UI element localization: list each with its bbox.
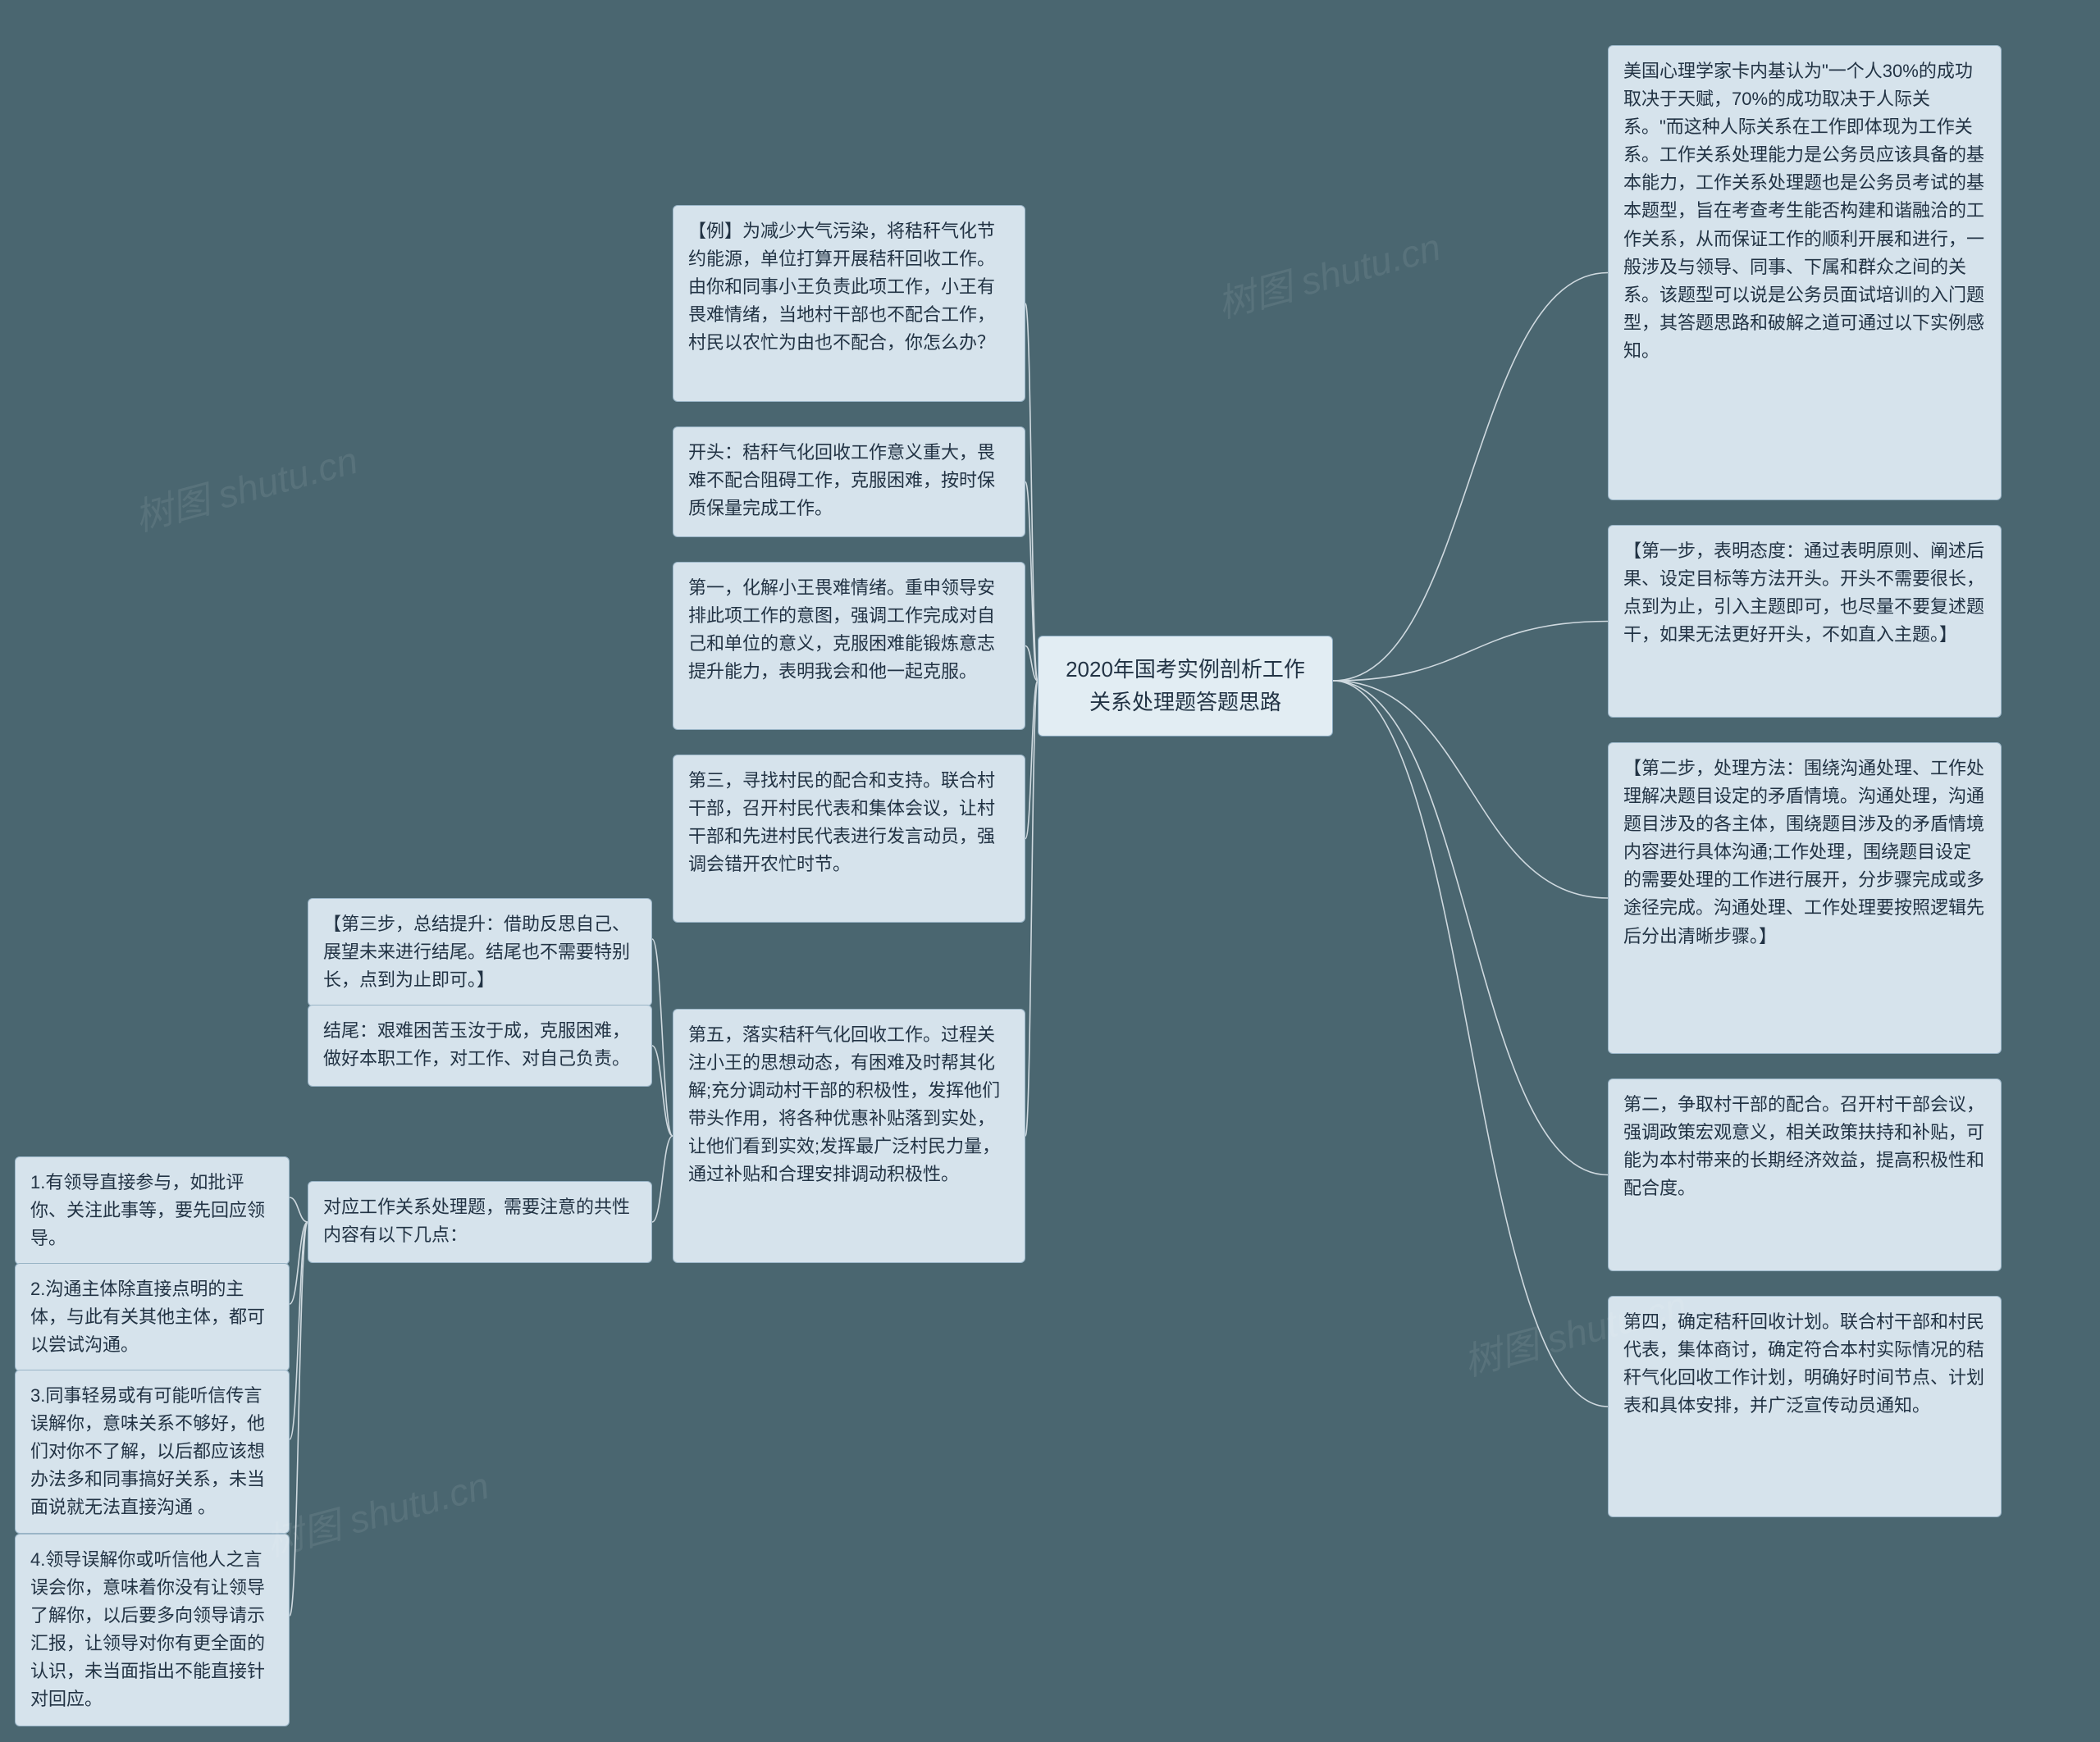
- edge: [1025, 681, 1038, 839]
- edge: [1333, 273, 1608, 682]
- edge: [1333, 681, 1608, 898]
- edge: [290, 1197, 308, 1222]
- watermark: 树图 shutu.cn: [1211, 217, 1445, 329]
- node-text: 【例】为减少大气污染，将秸秆气化节约能源，单位打算开展秸秆回收工作。由你和同事小…: [688, 221, 995, 353]
- branch-node: 开头：秸秆气化回收工作意义重大，畏难不配合阻碍工作，克服困难，按时保质保量完成工…: [673, 426, 1025, 537]
- node-text: 开头：秸秆气化回收工作意义重大，畏难不配合阻碍工作，克服困难，按时保质保量完成工…: [688, 442, 995, 518]
- branch-node: 【第二步，处理方法：围绕沟通处理、工作处理解决题目设定的矛盾情境。沟通处理，沟通…: [1608, 742, 2002, 1054]
- node-text: 【第一步，表明态度：通过表明原则、阐述后果、设定目标等方法开头。开头不需要很长，…: [1623, 540, 1984, 645]
- edge: [1333, 681, 1608, 1407]
- edge: [1025, 646, 1038, 682]
- edge: [290, 1222, 308, 1439]
- edge: [1025, 482, 1038, 682]
- node-text: 第一，化解小王畏难情绪。重申领导安排此项工作的意图，强调工作完成对自己和单位的意…: [688, 577, 995, 682]
- branch-node: 4.领导误解你或听信他人之言误会你，意味着你没有让领导了解你，以后要多向领导请示…: [15, 1534, 290, 1726]
- branch-node: 第四，确定秸秆回收计划。联合村干部和村民代表，集体商讨，确定符合本村实际情况的秸…: [1608, 1296, 2002, 1517]
- branch-node: 【例】为减少大气污染，将秸秆气化节约能源，单位打算开展秸秆回收工作。由你和同事小…: [673, 205, 1025, 402]
- edge: [1025, 303, 1038, 681]
- node-text: 【第三步，总结提升：借助反思自己、展望未来进行结尾。结尾也不需要特别长，点到为止…: [323, 914, 630, 990]
- node-text: 第四，确定秸秆回收计划。联合村干部和村民代表，集体商讨，确定符合本村实际情况的秸…: [1623, 1311, 1984, 1416]
- node-text: 对应工作关系处理题，需要注意的共性内容有以下几点：: [323, 1197, 630, 1245]
- branch-node: 结尾：艰难困苦玉汝于成，克服困难，做好本职工作，对工作、对自己负责。: [308, 1005, 652, 1087]
- node-text: 2020年国考实例剖析工作 关系处理题答题思路: [1066, 657, 1305, 714]
- branch-node: 美国心理学家卡内基认为"一个人30%的成功取决于天赋，70%的成功取决于人际关系…: [1608, 45, 2002, 500]
- edge: [290, 1222, 308, 1304]
- branch-node: 对应工作关系处理题，需要注意的共性内容有以下几点：: [308, 1181, 652, 1263]
- edge: [652, 1136, 673, 1222]
- node-text: 4.领导误解你或听信他人之言误会你，意味着你没有让领导了解你，以后要多向领导请示…: [30, 1549, 265, 1709]
- branch-node: 第三，寻找村民的配合和支持。联合村干部，召开村民代表和集体会议，让村干部和先进村…: [673, 755, 1025, 923]
- branch-node: 第二，争取村干部的配合。召开村干部会议，强调政策宏观意义，相关政策扶持和补贴，可…: [1608, 1078, 2002, 1271]
- node-text: 第五，落实秸秆气化回收工作。过程关注小王的思想动态，有困难及时帮其化解;充分调动…: [688, 1024, 1000, 1184]
- branch-node: 【第一步，表明态度：通过表明原则、阐述后果、设定目标等方法开头。开头不需要很长，…: [1608, 525, 2002, 718]
- watermark: 树图 shutu.cn: [128, 431, 363, 542]
- node-text: 1.有领导直接参与，如批评你、关注此事等，要先回应领导。: [30, 1172, 265, 1248]
- branch-node: 【第三步，总结提升：借助反思自己、展望未来进行结尾。结尾也不需要特别长，点到为止…: [308, 898, 652, 1006]
- edge: [652, 1046, 673, 1136]
- branch-node: 3.同事轻易或有可能听信传言误解你，意味关系不够好，他们对你不了解，以后都应该想…: [15, 1370, 290, 1534]
- root-node: 2020年国考实例剖析工作 关系处理题答题思路: [1038, 636, 1333, 736]
- branch-node: 2.沟通主体除直接点明的主体，与此有关其他主体，都可以尝试沟通。: [15, 1263, 290, 1371]
- edge: [1025, 681, 1038, 1136]
- branch-node: 1.有领导直接参与，如批评你、关注此事等，要先回应领导。: [15, 1156, 290, 1265]
- node-text: 3.同事轻易或有可能听信传言误解你，意味关系不够好，他们对你不了解，以后都应该想…: [30, 1385, 265, 1517]
- node-text: 第三，寻找村民的配合和支持。联合村干部，召开村民代表和集体会议，让村干部和先进村…: [688, 770, 995, 874]
- node-text: 美国心理学家卡内基认为"一个人30%的成功取决于天赋，70%的成功取决于人际关系…: [1623, 61, 1984, 361]
- node-text: 第二，争取村干部的配合。召开村干部会议，强调政策宏观意义，相关政策扶持和补贴，可…: [1623, 1094, 1984, 1198]
- edge: [290, 1222, 308, 1616]
- branch-node: 第一，化解小王畏难情绪。重申领导安排此项工作的意图，强调工作完成对自己和单位的意…: [673, 562, 1025, 730]
- edge: [1333, 622, 1608, 682]
- branch-node: 第五，落实秸秆气化回收工作。过程关注小王的思想动态，有困难及时帮其化解;充分调动…: [673, 1009, 1025, 1263]
- edge: [1333, 681, 1608, 1175]
- edge: [652, 939, 673, 1136]
- node-text: 结尾：艰难困苦玉汝于成，克服困难，做好本职工作，对工作、对自己负责。: [323, 1020, 630, 1069]
- node-text: 2.沟通主体除直接点明的主体，与此有关其他主体，都可以尝试沟通。: [30, 1279, 265, 1355]
- node-text: 【第二步，处理方法：围绕沟通处理、工作处理解决题目设定的矛盾情境。沟通处理，沟通…: [1623, 758, 1984, 946]
- watermark: 树图 shutu.cn: [259, 1456, 494, 1567]
